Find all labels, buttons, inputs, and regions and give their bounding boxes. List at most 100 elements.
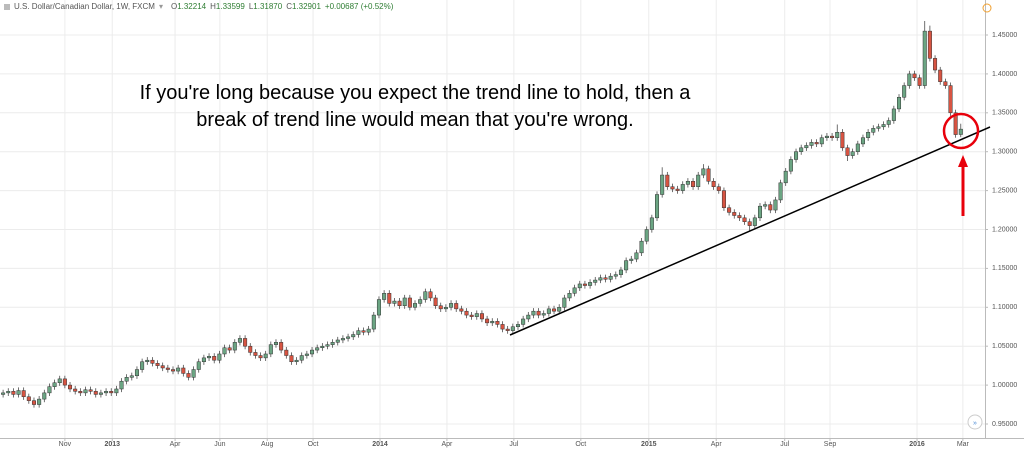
candle-body [747,221,752,226]
candle-body [371,314,376,330]
x-tick-label: Apr [170,441,182,448]
candle-body [567,293,572,299]
candle-body [165,367,170,370]
candle-body [706,168,711,182]
candle-body [866,132,871,138]
symbol-icon [4,3,10,10]
ohlc-item: O1.32214 [171,2,206,11]
candle-body [799,147,804,152]
candle-body [958,128,963,135]
candle-body [819,137,824,145]
candle-body [670,186,675,190]
x-tick-label: Mar [957,441,970,448]
candle-body [191,369,196,378]
candle-body [665,174,670,187]
candle-body [382,293,387,300]
ohlc-label: O [170,2,178,11]
candle-body [752,217,757,226]
candle-body [618,269,623,275]
menu-icon[interactable]: ▾ [158,2,163,11]
candle-body [11,391,16,395]
candle-body [922,30,927,86]
ohlc-value: 1.31870 [253,2,283,11]
candle-body [860,137,865,145]
annotation: If you're long because you expect the tr… [20,80,810,134]
candle-body [114,388,119,394]
candle-body [907,73,912,86]
ohlc-label: L [248,2,254,11]
ohlc-value: 1.32214 [177,2,207,11]
candle-body [588,282,593,286]
candle-body [212,356,217,361]
candle-body [93,391,98,395]
candle-body [279,342,284,351]
candle-body [423,291,428,300]
candle-body [299,355,304,361]
candle-body [541,313,546,316]
candle-body [521,318,526,325]
candle-body [814,142,819,145]
candle-body [639,240,644,254]
candle-body [52,382,57,387]
candle-body [531,310,536,316]
candle-body [248,345,253,353]
candle-body [737,215,742,219]
x-tick-label: 2016 [909,441,925,448]
candle-body [109,391,114,394]
x-tick-label: 2014 [372,441,388,448]
candle-body [773,199,778,211]
candle-body [207,356,212,359]
candle-body [294,359,299,363]
candle-body [546,308,551,314]
candles [1,21,963,408]
candle-body [871,128,876,133]
candle-body [454,303,459,310]
candle-body [320,345,325,349]
candle-body [196,361,201,370]
candle-body [608,275,613,280]
candle-body [835,132,840,138]
candle-body [680,184,685,191]
scroll-button[interactable] [967,414,983,430]
candle-body [340,338,345,341]
ohlc-value: 1.33599 [215,2,245,11]
candle-body [572,287,577,294]
candle-body [598,277,603,281]
axes: 0.95000 1.00000 1.05000 1.10000 1.15000 1.200… [59,32,1018,448]
x-tick-label: Jul [780,441,789,448]
x-tick-label: Oct [575,441,586,448]
ohlc-item: H1.33599 [210,2,245,11]
candle-body [119,380,124,390]
y-tick-label: 1.05000 [992,343,1017,350]
candle-body [881,124,886,128]
candle-body [850,151,855,156]
y-tick-label: 0.95000 [992,421,1017,428]
candle-body [16,390,21,395]
candle-body [129,375,134,378]
candle-body [263,353,268,359]
candle-body [176,367,181,372]
x-tick-label: Sep [824,441,837,448]
candle-body [315,347,320,351]
candle-body [268,344,273,355]
x-tick-label: Apr [711,441,723,448]
y-tick-label: 1.45000 [992,32,1017,39]
candle-body [840,132,845,149]
annotation-line: If you're long because you expect the tr… [139,82,691,104]
candle-body [6,391,11,394]
ohlc-label: C [286,2,292,11]
candle-body [418,299,423,304]
candle-body [557,307,562,312]
candle-body [897,96,902,110]
scroll-icon: » [973,420,977,427]
y-tick-label: 1.10000 [992,304,1017,311]
candle-body [443,307,448,310]
candle-body [721,190,726,208]
candle-body [691,181,696,187]
candle-body [47,386,52,394]
candle-body [227,347,232,351]
candle-body [134,369,139,377]
candle-body [742,217,747,222]
